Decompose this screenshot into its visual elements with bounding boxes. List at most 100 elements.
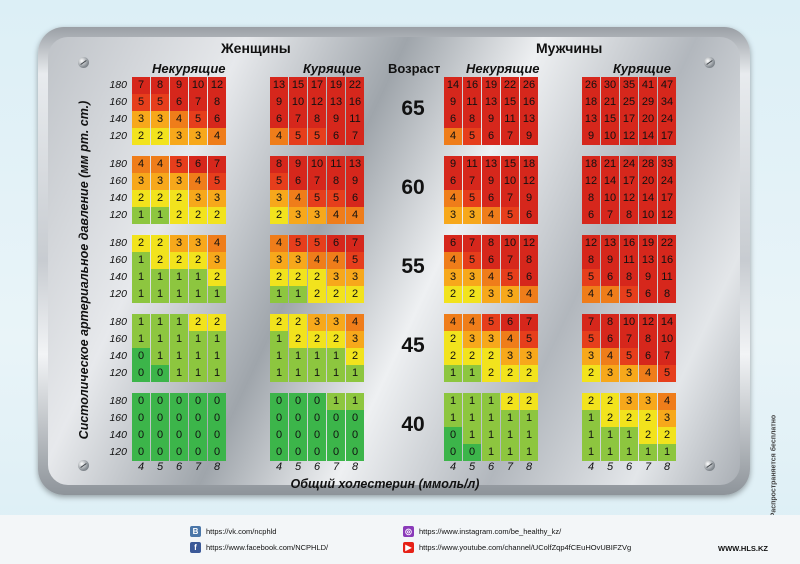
risk-cell: 17 <box>308 77 326 94</box>
pressure-tick-label: 140 <box>109 429 127 441</box>
risk-cell: 1 <box>482 410 500 427</box>
risk-cell: 8 <box>582 252 600 269</box>
risk-cell: 4 <box>444 190 462 207</box>
women-nonsmoking-heading: Некурящие <box>152 61 226 76</box>
risk-cell: 1 <box>151 286 169 303</box>
risk-cell: 4 <box>520 286 538 303</box>
risk-cell: 8 <box>601 314 619 331</box>
risk-cell: 2 <box>582 393 600 410</box>
risk-cell: 4 <box>208 235 226 252</box>
risk-cell: 28 <box>639 156 657 173</box>
risk-cell: 0 <box>308 393 326 410</box>
risk-cell: 1 <box>501 410 519 427</box>
cholesterol-tick-label: 8 <box>663 461 671 473</box>
risk-cell: 5 <box>463 190 481 207</box>
risk-cell: 1 <box>170 331 188 348</box>
cholesterol-tick-label: 6 <box>487 461 495 473</box>
risk-cell: 10 <box>639 207 657 224</box>
risk-cell: 0 <box>132 393 150 410</box>
risk-cell: 21 <box>601 156 619 173</box>
cholesterol-tick-label: 8 <box>351 461 359 473</box>
pressure-tick-label: 160 <box>109 254 127 266</box>
risk-cell: 3 <box>501 348 519 365</box>
risk-cell: 10 <box>189 77 207 94</box>
age-label: 65 <box>401 97 425 120</box>
risk-cell: 5 <box>501 269 519 286</box>
risk-cell: 3 <box>289 207 307 224</box>
risk-cell: 1 <box>132 207 150 224</box>
risk-cell: 15 <box>601 111 619 128</box>
risk-cell: 2 <box>289 331 307 348</box>
risk-cell: 5 <box>658 365 676 382</box>
cholesterol-tick-label: 6 <box>313 461 321 473</box>
risk-cell: 2 <box>482 365 500 382</box>
risk-cell: 6 <box>482 190 500 207</box>
risk-cell: 20 <box>639 111 657 128</box>
risk-cell: 11 <box>463 156 481 173</box>
risk-cell: 0 <box>189 410 207 427</box>
instagram-link[interactable]: https://www.instagram.com/be_healthy_kz/ <box>419 527 562 536</box>
risk-cell: 6 <box>501 314 519 331</box>
risk-cell: 5 <box>208 173 226 190</box>
risk-cell: 1 <box>520 427 538 444</box>
risk-cell: 0 <box>463 444 481 461</box>
risk-cell: 35 <box>620 77 638 94</box>
risk-cell: 1 <box>501 444 519 461</box>
cholesterol-tick-label: 8 <box>525 461 533 473</box>
youtube-link[interactable]: https://www.youtube.com/channel/UColfZqp… <box>419 543 632 552</box>
risk-cell: 1 <box>444 410 462 427</box>
risk-cell: 2 <box>289 314 307 331</box>
risk-cell: 1 <box>170 314 188 331</box>
risk-cell: 5 <box>582 269 600 286</box>
risk-cell: 0 <box>151 410 169 427</box>
pressure-tick-label: 120 <box>109 209 127 221</box>
risk-cell: 2 <box>346 286 364 303</box>
risk-cell: 14 <box>639 128 657 145</box>
risk-cell: 1 <box>189 348 207 365</box>
risk-cell: 4 <box>308 252 326 269</box>
cholesterol-tick-label: 7 <box>332 461 340 473</box>
risk-cell: 3 <box>327 269 345 286</box>
risk-cell: 3 <box>132 111 150 128</box>
risk-cell: 6 <box>444 173 462 190</box>
risk-cell: 7 <box>463 235 481 252</box>
risk-cell: 5 <box>189 111 207 128</box>
risk-cell: 2 <box>639 410 657 427</box>
risk-cell: 25 <box>620 94 638 111</box>
side-note: Распространяется бесплатно <box>770 414 778 518</box>
risk-cell: 12 <box>620 128 638 145</box>
risk-cell: 5 <box>308 128 326 145</box>
risk-cell: 0 <box>170 393 188 410</box>
risk-cell: 2 <box>658 427 676 444</box>
risk-cell: 8 <box>620 269 638 286</box>
risk-cell: 0 <box>132 444 150 461</box>
risk-cell: 10 <box>601 128 619 145</box>
facebook-icon: f <box>190 542 201 553</box>
risk-cell: 3 <box>482 331 500 348</box>
risk-cell: 9 <box>520 190 538 207</box>
screw-icon <box>704 460 715 471</box>
risk-cell: 1 <box>582 444 600 461</box>
risk-cell: 1 <box>601 427 619 444</box>
risk-cell: 7 <box>658 348 676 365</box>
risk-cell: 2 <box>189 314 207 331</box>
risk-cell: 5 <box>170 156 188 173</box>
risk-cell: 1 <box>308 365 326 382</box>
facebook-link[interactable]: https://www.facebook.com/NCPHLD/ <box>206 543 329 552</box>
risk-cell: 2 <box>520 365 538 382</box>
risk-cell: 1 <box>482 393 500 410</box>
risk-cell: 1 <box>132 252 150 269</box>
risk-cell: 5 <box>582 331 600 348</box>
vk-link[interactable]: https://vk.com/ncphld <box>206 527 277 536</box>
risk-cell: 13 <box>482 156 500 173</box>
risk-cell: 10 <box>308 156 326 173</box>
risk-cell: 6 <box>444 111 462 128</box>
risk-cell: 1 <box>189 331 207 348</box>
x-axis-label: Общий холестерин (ммоль/л) <box>290 477 480 491</box>
risk-cell: 4 <box>444 128 462 145</box>
risk-cell: 1 <box>327 393 345 410</box>
site-link[interactable]: WWW.HLS.KZ <box>718 544 768 553</box>
risk-cell: 0 <box>270 393 288 410</box>
risk-cell: 0 <box>289 427 307 444</box>
risk-cell: 12 <box>620 190 638 207</box>
